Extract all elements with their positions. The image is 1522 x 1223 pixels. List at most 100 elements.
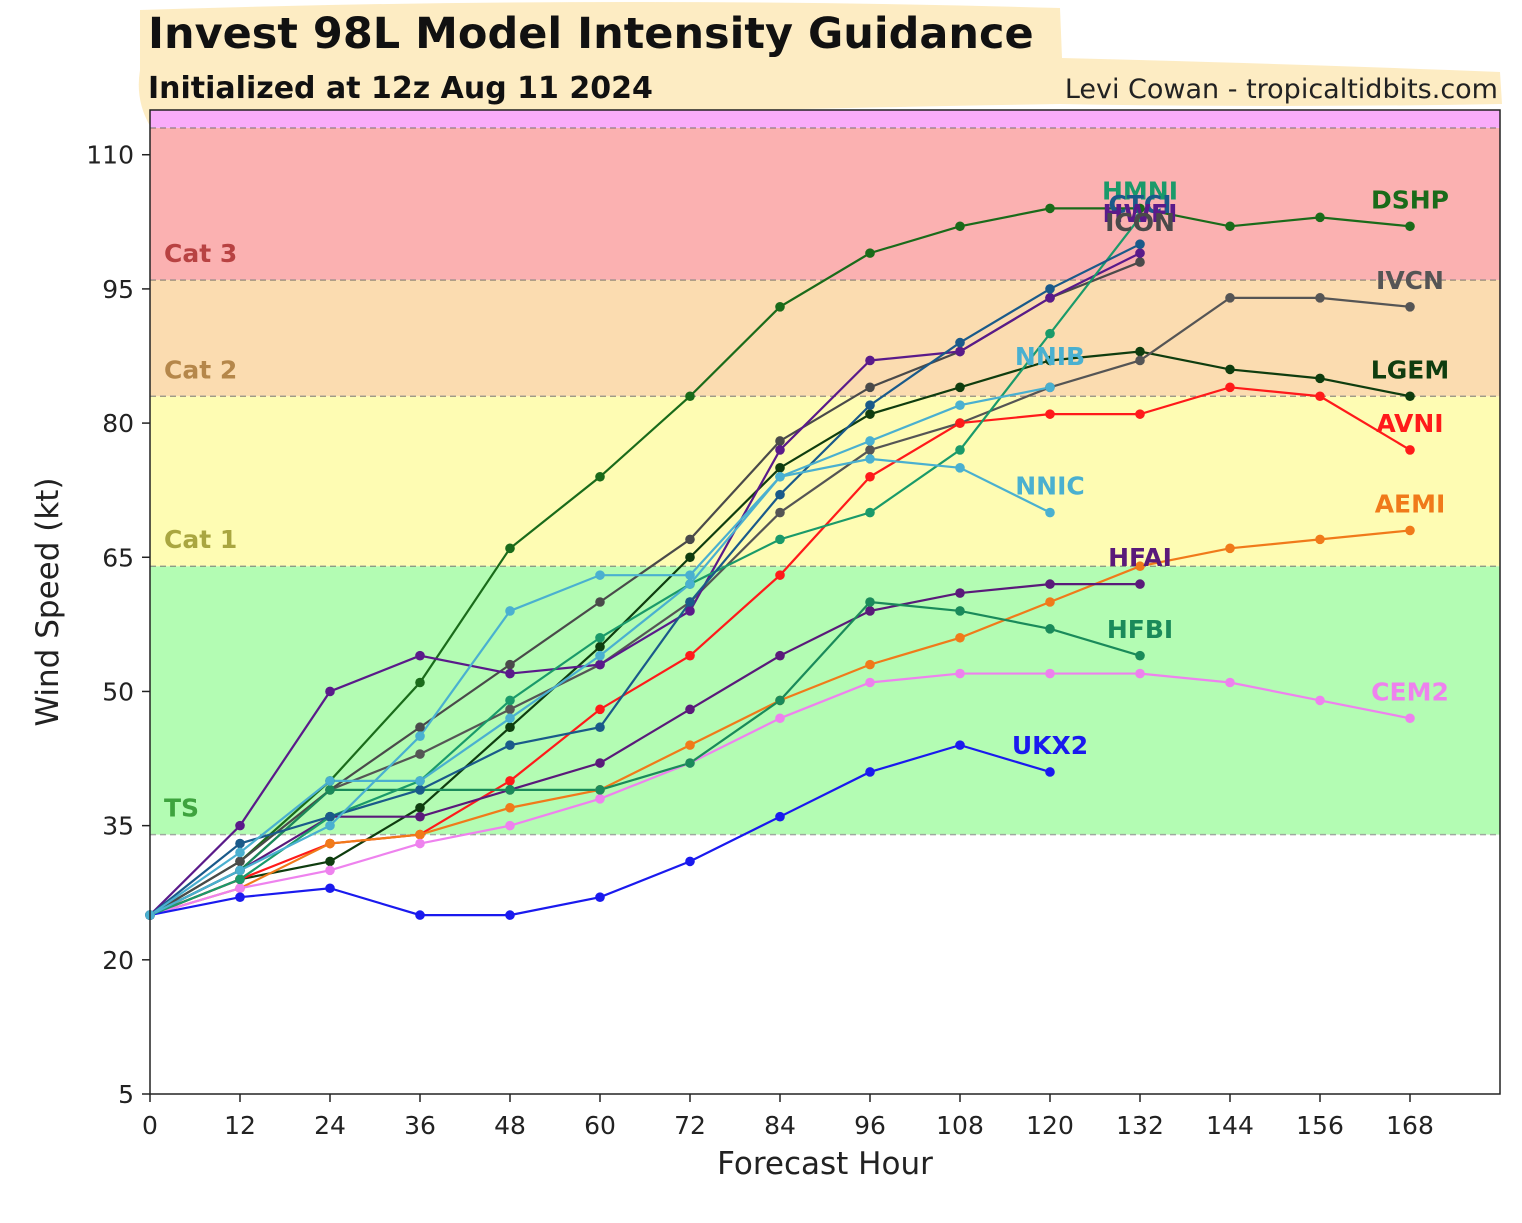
y-axis-title: Wind Speed (kt) — [30, 477, 66, 726]
point-dshp-120 — [1045, 203, 1055, 214]
point-aemi-96 — [865, 659, 875, 670]
x-tick-label-60: 60 — [584, 1111, 616, 1140]
x-tick-label-84: 84 — [764, 1111, 796, 1140]
x-tick-label-12: 12 — [224, 1111, 256, 1140]
point-aemi-120 — [1045, 597, 1055, 607]
point-hfbi-96 — [865, 597, 875, 607]
point-dshp-168 — [1405, 221, 1415, 232]
point-ukx2-48 — [505, 910, 515, 920]
point-nnib-48 — [505, 713, 515, 724]
point-ctci-84 — [775, 489, 785, 500]
point-cem2-84 — [775, 713, 785, 724]
point-hmni-132 — [1135, 212, 1145, 223]
series-label-hmni: HMNI — [1102, 176, 1178, 205]
point-ctci-12 — [235, 838, 245, 849]
point-hmni-120 — [1045, 328, 1055, 339]
point-lgem-132 — [1135, 346, 1145, 357]
point-ukx2-72 — [685, 856, 695, 867]
point-ukx2-60 — [595, 892, 605, 902]
point-dshp-72 — [685, 391, 695, 402]
point-hwfi-12 — [235, 820, 245, 831]
point-nnic-120 — [1045, 507, 1055, 518]
series-line-hmni — [149, 216, 1141, 917]
x-tick-label-96: 96 — [854, 1111, 886, 1140]
series-label-aemi: AEMI — [1375, 490, 1446, 519]
point-ukx2-120 — [1045, 767, 1055, 777]
series-label-ctci: CTCI — [1108, 190, 1171, 219]
point-ivcn-132 — [1135, 355, 1145, 366]
point-cem2-156 — [1315, 695, 1325, 706]
point-nnib-120 — [1045, 382, 1055, 393]
point-ukx2-108 — [955, 740, 965, 750]
point-nnib-72 — [685, 579, 695, 589]
point-nnic-36 — [415, 731, 425, 741]
title-highlight — [138, 1, 1502, 126]
series-label-avni: AVNI — [1376, 409, 1443, 438]
series-label-nnib: NNIB — [1015, 342, 1085, 371]
point-hwfi-24 — [325, 686, 335, 697]
y-axis-ticks: 5 20 35 50 65 80 95 110 — [86, 141, 150, 1109]
y-tick-label-110: 110 — [86, 141, 134, 170]
x-tick-label-24: 24 — [314, 1111, 346, 1140]
point-cem2-108 — [955, 668, 965, 679]
point-nnib-96 — [865, 436, 875, 446]
series-points — [145, 203, 1415, 920]
series-line-hwfi — [149, 252, 1141, 916]
band-label-3: Cat 3 — [164, 239, 237, 268]
series-label-cem2: CEM2 — [1371, 677, 1449, 706]
point-hwfi-108 — [955, 346, 965, 357]
point-hfbi-84 — [775, 695, 785, 706]
point-cem2-144 — [1225, 677, 1235, 688]
x-tick-label-0: 0 — [142, 1111, 158, 1140]
point-ctci-120 — [1045, 284, 1055, 294]
point-nnic-96 — [865, 454, 875, 464]
series-label-lgem: LGEM — [1371, 355, 1449, 384]
point-ctci-72 — [685, 597, 695, 607]
x-tick-label-120: 120 — [1026, 1111, 1074, 1140]
chart-title: Invest 98L Model Intensity Guidance — [148, 9, 1034, 59]
point-hfai-60 — [595, 758, 605, 768]
series-label-hwfi: HWFI — [1103, 199, 1178, 228]
point-ctci-108 — [955, 337, 965, 348]
point-lgem-120 — [1045, 355, 1055, 366]
band-label-0: TS — [164, 794, 199, 823]
y-tick-label-65: 65 — [102, 543, 134, 572]
point-aemi-144 — [1225, 543, 1235, 554]
point-icon-36 — [415, 722, 425, 733]
y-tick-label-5: 5 — [118, 1080, 134, 1109]
point-dshp-48 — [505, 543, 515, 554]
point-ukx2-24 — [325, 883, 335, 894]
point-nnic-24 — [325, 820, 335, 831]
y-tick-label-95: 95 — [102, 275, 134, 304]
point-dshp-144 — [1225, 221, 1235, 232]
point-hmni-12 — [235, 874, 245, 885]
series-label-icon: ICON — [1105, 208, 1175, 237]
series-line-hfai — [149, 583, 1140, 917]
y-tick-label-20: 20 — [102, 946, 134, 975]
point-avni-168 — [1405, 445, 1415, 455]
point-ivcn-144 — [1225, 293, 1235, 303]
x-tick-label-48: 48 — [494, 1111, 526, 1140]
band-labels: TS Cat 1 Cat 2 Cat 3 — [164, 239, 237, 823]
point-avni-84 — [775, 570, 785, 580]
point-hwfi-48 — [505, 668, 515, 679]
band-4 — [150, 110, 1500, 128]
point-nnic-60 — [595, 570, 605, 580]
point-icon-12 — [235, 856, 245, 867]
point-cem2-36 — [415, 838, 425, 849]
point-ivcn-168 — [1405, 302, 1415, 312]
point-hfai-120 — [1045, 579, 1055, 589]
point-aemi-48 — [505, 802, 515, 813]
point-ctci-96 — [865, 400, 875, 411]
series-labels: DSHP IVCN LGEM AVNI AEMI CEM2 HMNICTCIHWFIICON… — [1012, 176, 1449, 760]
point-avni-108 — [955, 418, 965, 428]
y-tick-label-80: 80 — [102, 409, 134, 438]
point-ctci-132 — [1135, 239, 1145, 249]
band-2 — [150, 279, 1500, 397]
point-hwfi-84 — [775, 445, 785, 455]
point-hwfi-120 — [1045, 293, 1055, 303]
point-nnib-108 — [955, 400, 965, 411]
point-icon-84 — [775, 436, 785, 446]
point-avni-120 — [1045, 409, 1055, 419]
